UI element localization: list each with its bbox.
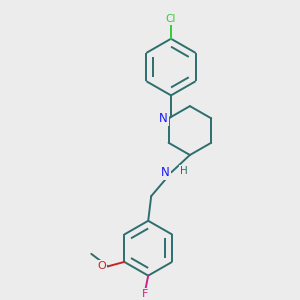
Text: F: F xyxy=(142,289,148,299)
Text: H: H xyxy=(180,166,188,176)
Text: N: N xyxy=(159,112,168,125)
Text: N: N xyxy=(161,166,170,179)
Text: O: O xyxy=(97,261,106,272)
Text: Cl: Cl xyxy=(166,14,176,24)
Text: N: N xyxy=(159,112,168,125)
